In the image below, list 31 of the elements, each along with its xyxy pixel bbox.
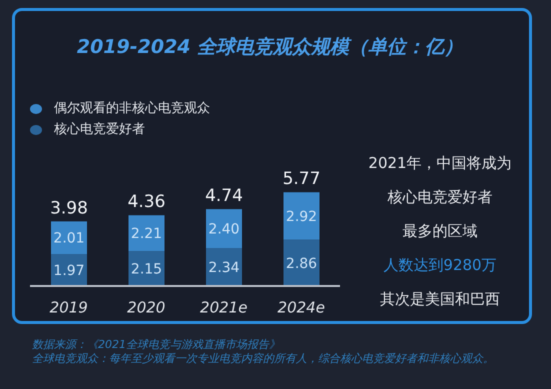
x-tick-label: 2021e — [200, 298, 248, 317]
text: 核心电竞爱好者 — [386, 187, 494, 208]
bar — [284, 240, 320, 286]
total-label: 4.74 — [205, 186, 243, 206]
bar — [206, 209, 242, 248]
data-label: 2.15 — [130, 262, 162, 278]
x-tick-label: 2024e — [278, 298, 325, 317]
chart-title: 2019-2024 全球电竞观众规模（单位：亿） — [76, 35, 464, 60]
text: 2021年，中国将成为 — [367, 153, 513, 174]
total-label: 3.98 — [50, 198, 88, 218]
x-tick-label: 2020 — [127, 298, 166, 317]
data-label: 2.34 — [208, 260, 240, 276]
bar — [284, 192, 320, 240]
total-label: 5.77 — [282, 169, 320, 190]
text: 其次是美国和巴西 — [379, 289, 501, 310]
text: 最多的区域 — [402, 221, 478, 242]
legend-label: 核心电竞爱好者 — [54, 121, 145, 139]
text: 人数达到9280万 — [382, 255, 498, 276]
bar — [128, 215, 164, 252]
x-tick-label: 2019 — [50, 298, 88, 317]
data-label: 2.40 — [208, 222, 240, 238]
data-label: 1.97 — [53, 263, 85, 280]
source-note: 数据来源：《2021全球电竞与游戏直播市场报告》 — [32, 338, 281, 352]
data-label: 2.86 — [286, 256, 318, 272]
total-label: 4.36 — [128, 192, 166, 212]
data-label: 2.01 — [53, 230, 85, 247]
bar — [51, 221, 87, 254]
text: 全球电竞观众：每年至少观看一次专业电竞内容的所有人，综合核心电竞爱好者和非核心观众。 — [32, 352, 495, 366]
legend-label: 偶尔观看的非核心电竞观众 — [54, 100, 210, 118]
data-label: 2.92 — [286, 208, 318, 225]
data-label: 2.21 — [130, 226, 162, 242]
